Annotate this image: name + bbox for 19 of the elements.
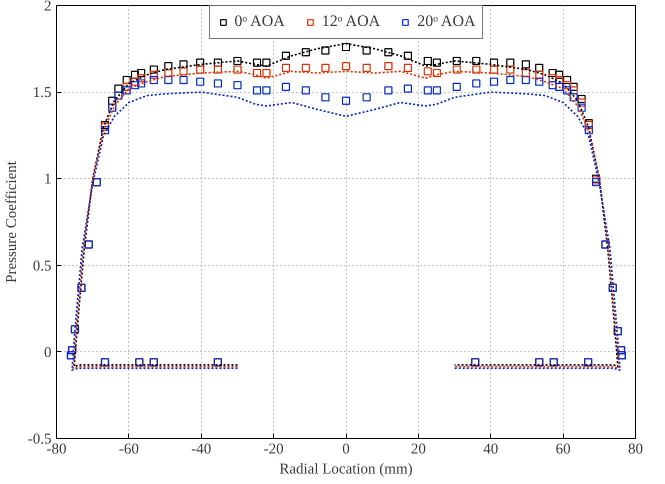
x-tick-label: 0 (342, 442, 350, 458)
x-tick-label: 40 (483, 442, 498, 458)
x-tick-label: 80 (628, 442, 643, 458)
y-tick-label: 1.5 (32, 85, 52, 102)
x-tick-label: -60 (118, 442, 139, 458)
legend-label: 12ᵒ AOA (322, 13, 380, 31)
y-tick-label: -0.5 (28, 432, 52, 448)
x-tick-label: 20 (410, 442, 426, 458)
x-axis-title: Radial Location (mm) (279, 462, 413, 478)
y-tick-label: 0 (44, 344, 52, 361)
y-tick-label: 1 (44, 172, 52, 188)
y-axis-title: Pressure Coefficient (4, 160, 20, 283)
y-tick-label: 2 (44, 0, 52, 14)
legend-label: 20ᵒ AOA (417, 13, 476, 31)
x-tick-label: -40 (191, 442, 212, 458)
x-tick-label: -20 (264, 442, 284, 458)
legend-label: 0ᵒ AOA (234, 13, 285, 31)
y-tick-label: 0.5 (32, 258, 52, 274)
x-tick-label: 60 (556, 442, 571, 458)
